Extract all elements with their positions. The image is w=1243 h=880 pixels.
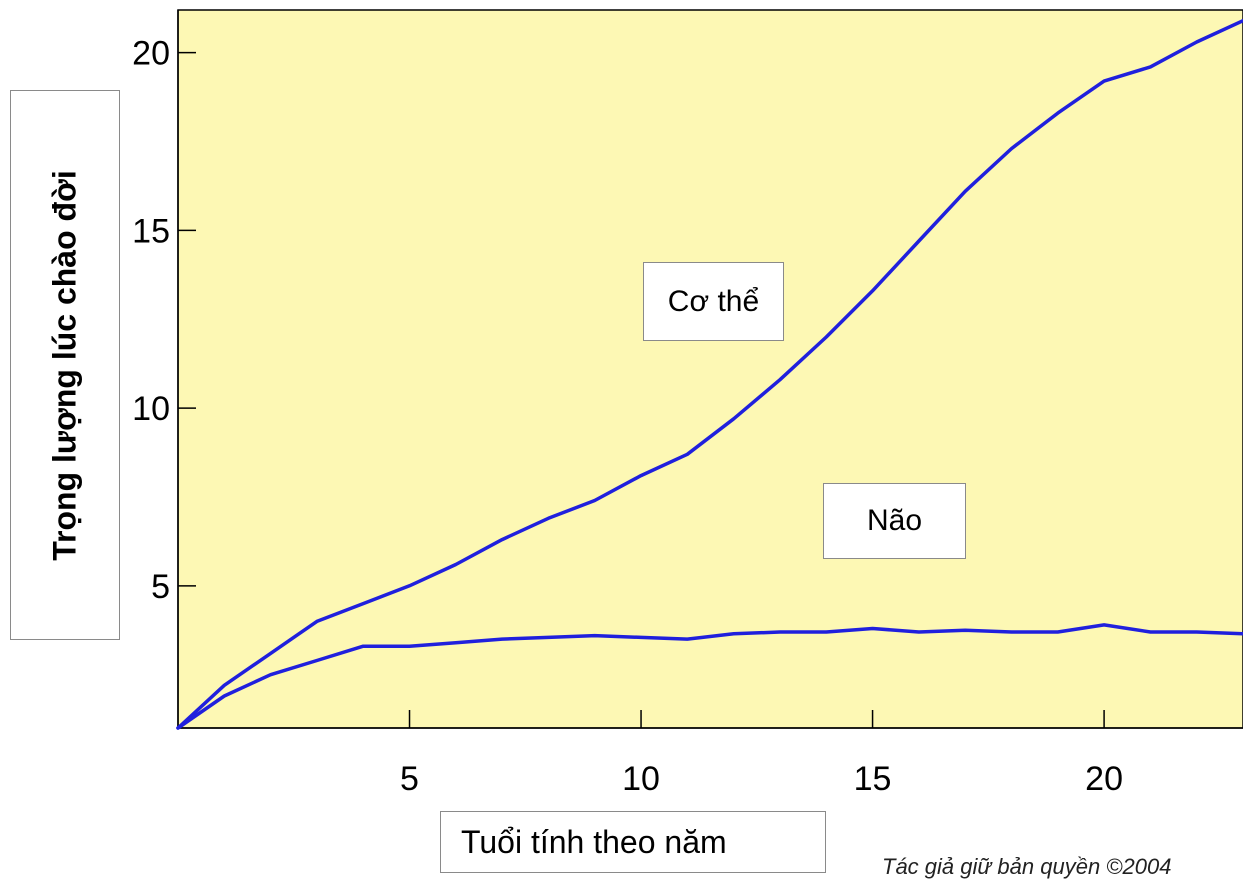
series-label-body: Cơ thể [643, 262, 784, 341]
x-axis-label-box: Tuổi tính theo năm [440, 811, 826, 873]
x-tick-label: 15 [854, 760, 892, 798]
y-tick-label: 10 [132, 390, 170, 428]
series-label-brain: Não [823, 483, 966, 559]
x-axis-label: Tuổi tính theo năm [461, 823, 727, 860]
y-tick-label: 15 [132, 212, 170, 250]
y-tick-label: 20 [132, 35, 170, 73]
x-tick-label: 10 [622, 760, 660, 798]
copyright-note: Tác giả giữ bản quyền ©2004 [882, 854, 1172, 879]
series-line-body [176, 18, 1243, 730]
series-lines [176, 18, 1243, 730]
series-label-body-text: Cơ thể [667, 284, 760, 318]
x-tick-label: 5 [400, 760, 419, 798]
y-tick-label: 5 [151, 568, 170, 606]
x-tick-label: 20 [1085, 760, 1123, 798]
tick-marks: 5 10 15 20 5 10 15 20 [132, 35, 1123, 798]
plot-area [177, 9, 1243, 729]
series-line-brain [176, 623, 1243, 730]
series-label-brain-text: Não [866, 504, 923, 537]
y-axis-label: Trọng lượng lúc chào đời [46, 169, 83, 561]
y-axis-label-box: Trọng lượng lúc chào đời [10, 90, 120, 640]
